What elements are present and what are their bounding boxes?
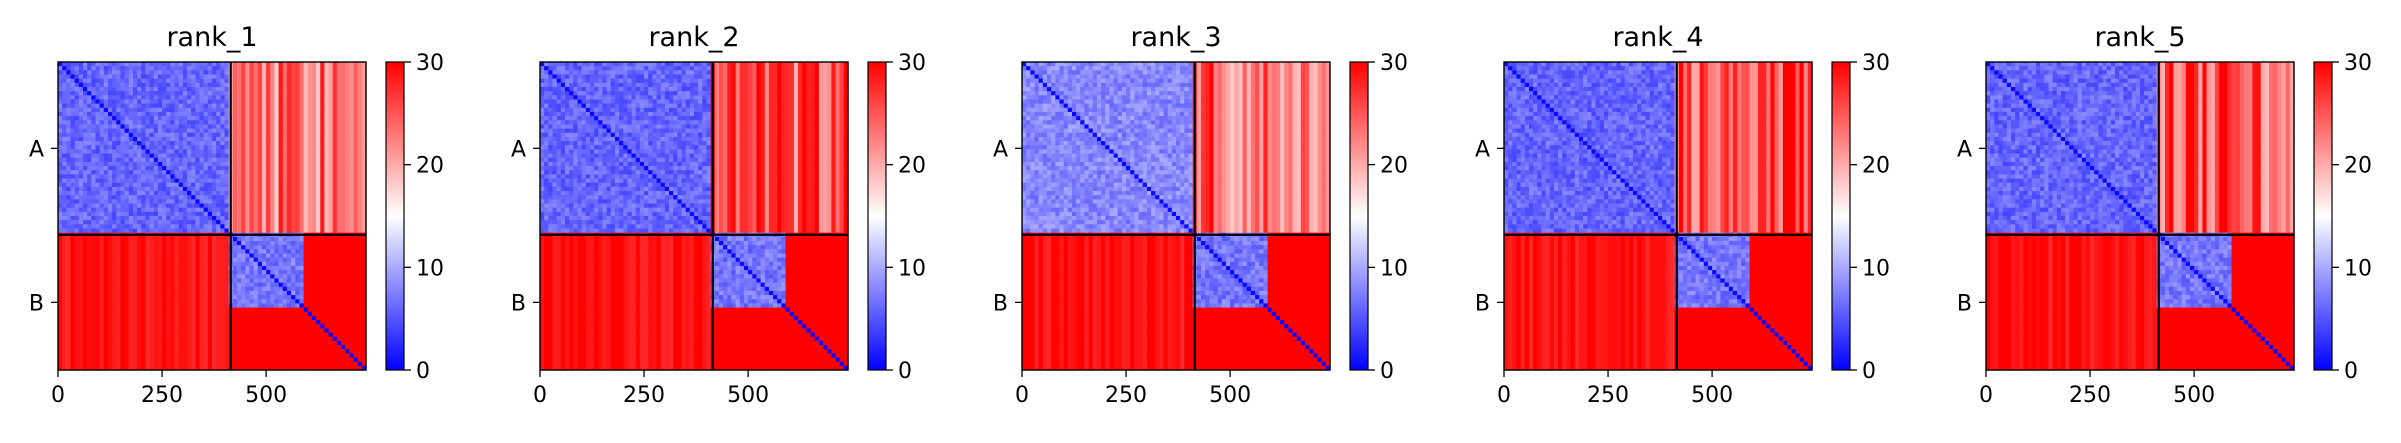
colorbar-tick-label: 30 bbox=[1380, 51, 1408, 76]
colorbar-tick-label: 0 bbox=[1380, 359, 1394, 384]
x-tick-label: 0 bbox=[533, 383, 547, 408]
y-tick-label: A bbox=[29, 137, 44, 162]
x-tick-label: 0 bbox=[1497, 383, 1511, 408]
heatmap-cells bbox=[540, 62, 849, 371]
colorbar bbox=[2314, 62, 2332, 370]
colorbar bbox=[1350, 62, 1368, 370]
y-tick-label: B bbox=[1957, 291, 1972, 316]
colorbar-tick-label: 20 bbox=[2344, 154, 2372, 179]
panel-rank_3: rank_3 0 250 500 A B 0 10 20 30 bbox=[993, 22, 1408, 408]
y-tick-label: B bbox=[29, 291, 44, 316]
panel-rank_5: rank_5 0 250 500 A B 0 10 20 30 bbox=[1957, 22, 2372, 408]
panel-title: rank_1 bbox=[166, 22, 257, 53]
colorbar-tick-label: 20 bbox=[898, 154, 926, 179]
y-tick-label: A bbox=[1957, 137, 1972, 162]
colorbar-tick-label: 10 bbox=[1380, 256, 1408, 281]
heatmap-cells bbox=[1022, 62, 1331, 371]
x-tick-label: 250 bbox=[141, 383, 183, 408]
x-tick-label: 250 bbox=[623, 383, 665, 408]
colorbar-tick-label: 10 bbox=[898, 256, 926, 281]
colorbar-tick-label: 0 bbox=[2344, 359, 2358, 384]
x-tick-label: 0 bbox=[1979, 383, 1993, 408]
y-tick-label: B bbox=[1475, 291, 1490, 316]
colorbar-tick-label: 0 bbox=[1862, 359, 1876, 384]
heatmap-cells bbox=[1986, 62, 2295, 371]
panel-title: rank_5 bbox=[2094, 22, 2185, 53]
x-tick-label: 0 bbox=[51, 383, 65, 408]
panel-rank_1: rank_1 0 250 500 A B 0 10 20 30 bbox=[29, 22, 444, 408]
colorbar-tick-label: 30 bbox=[1862, 51, 1890, 76]
heatmap-cells bbox=[58, 62, 367, 371]
x-tick-label: 250 bbox=[1587, 383, 1629, 408]
y-tick-label: A bbox=[1475, 137, 1490, 162]
y-tick-label: B bbox=[511, 291, 526, 316]
colorbar bbox=[868, 62, 886, 370]
colorbar-tick-label: 20 bbox=[1380, 154, 1408, 179]
colorbar-tick-label: 20 bbox=[416, 154, 444, 179]
colorbar-tick-label: 30 bbox=[416, 51, 444, 76]
y-tick-label: A bbox=[993, 137, 1008, 162]
panel-title: rank_2 bbox=[648, 22, 739, 53]
colorbar bbox=[386, 62, 404, 370]
x-tick-label: 250 bbox=[2069, 383, 2111, 408]
panel-rank_4: rank_4 0 250 500 A B 0 10 20 30 bbox=[1475, 22, 1890, 408]
panel-rank_2: rank_2 0 250 500 A B 0 10 20 30 bbox=[511, 22, 926, 408]
panel-title: rank_3 bbox=[1130, 22, 1221, 53]
colorbar-tick-label: 0 bbox=[416, 359, 430, 384]
colorbar bbox=[1832, 62, 1850, 370]
colorbar-tick-label: 10 bbox=[2344, 256, 2372, 281]
colorbar-tick-label: 10 bbox=[416, 256, 444, 281]
colorbar-tick-label: 30 bbox=[2344, 51, 2372, 76]
panel-title: rank_4 bbox=[1612, 22, 1703, 53]
colorbar-tick-label: 30 bbox=[898, 51, 926, 76]
y-tick-label: B bbox=[993, 291, 1008, 316]
heatmap-cells bbox=[1504, 62, 1813, 371]
x-tick-label: 0 bbox=[1015, 383, 1029, 408]
x-tick-label: 500 bbox=[245, 383, 287, 408]
y-tick-label: A bbox=[511, 137, 526, 162]
x-tick-label: 500 bbox=[1209, 383, 1251, 408]
colorbar-tick-label: 20 bbox=[1862, 154, 1890, 179]
x-tick-label: 250 bbox=[1105, 383, 1147, 408]
x-tick-label: 500 bbox=[1691, 383, 1733, 408]
colorbar-tick-label: 10 bbox=[1862, 256, 1890, 281]
colorbar-tick-label: 0 bbox=[898, 359, 912, 384]
x-tick-label: 500 bbox=[2173, 383, 2215, 408]
x-tick-label: 500 bbox=[727, 383, 769, 408]
